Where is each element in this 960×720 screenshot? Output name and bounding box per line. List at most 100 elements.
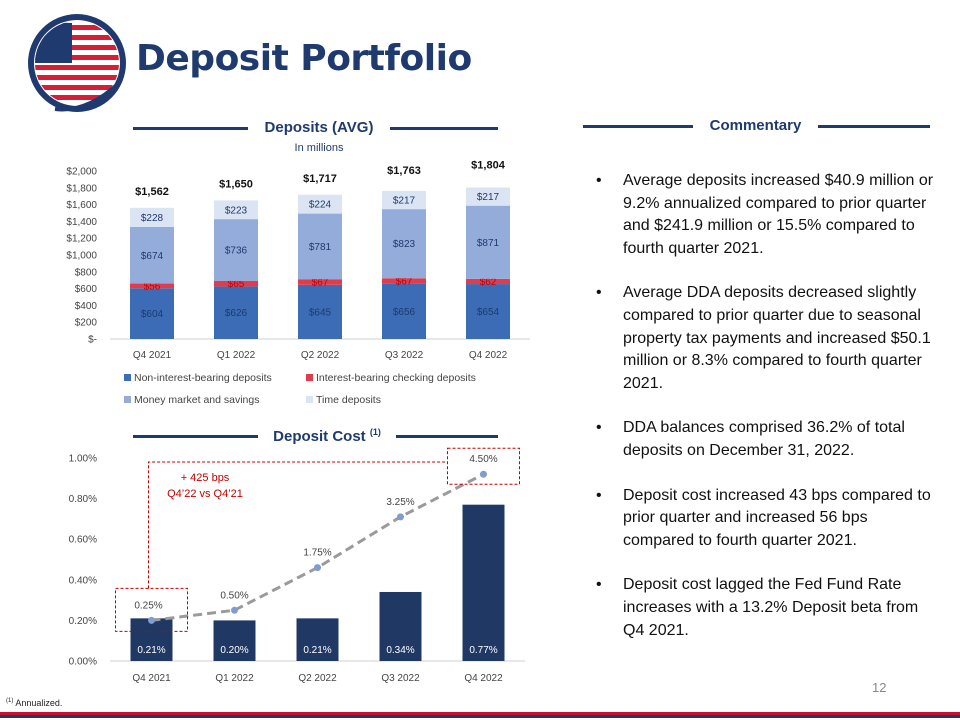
legend-label: Interest-bearing checking deposits [316,372,476,384]
bar-segment [466,205,510,279]
total-label: $1,562 [135,186,169,198]
data-label: $217 [393,196,416,207]
annotation-connector [148,461,448,589]
x-tick-label: Q2 2022 [301,350,340,361]
y-tick-label: $1,000 [66,251,97,262]
fed-rate-label: 3.25% [386,497,414,508]
y-tick-label: $800 [75,267,98,278]
y-tick-label: $1,800 [66,183,97,194]
commentary-rule-right [818,125,930,128]
y-tick-label: $1,400 [66,217,97,228]
data-label: $65 [228,279,245,290]
y-tick-label: $600 [75,284,98,295]
data-label: $217 [477,192,500,203]
page-title: Deposit Portfolio [136,38,472,79]
commentary-bullet: Average deposits increased $40.9 million… [596,170,941,260]
data-label: $62 [480,277,497,288]
annotation-box-start [115,587,188,632]
data-label: $67 [396,277,413,288]
cost-bar [130,618,173,661]
annotation-line1: + 425 bps [181,472,230,484]
y-tick-label: $200 [75,318,98,329]
fed-rate-point [148,616,155,624]
y-tick-label: $1,200 [66,234,97,245]
fed-rate-point [397,513,404,521]
data-label: $645 [309,307,332,318]
fed-rate-label: 1.75% [303,548,331,559]
bar-segment [130,207,174,227]
data-label: $823 [393,239,416,250]
fed-rate-point [314,564,321,572]
bar-segment [382,278,426,284]
bar-segment [214,200,258,220]
annotation-line2: Q4’22 vs Q4’21 [167,488,243,500]
y-tick-label: $400 [75,301,98,312]
x-tick-label: Q3 2022 [381,673,420,684]
legend-label: Money market and savings [134,394,259,406]
deposits-chart-subtitle: In millions [294,142,344,154]
bar-segment [130,226,174,284]
total-label: $1,804 [471,159,506,171]
bar-segment [382,190,426,210]
commentary-bullet: Deposit cost lagged the Fed Fund Rate in… [596,574,941,642]
page-number: 12 [872,680,887,695]
cost-chart-title: Deposit Cost (1) [258,427,396,445]
y-tick-label: $1,600 [66,200,97,211]
bar-segment [298,213,342,280]
bar-segment [214,280,258,287]
bar-segment [382,209,426,279]
data-label: $781 [309,242,332,253]
fed-rate-label: 0.50% [220,590,248,601]
footnote-marker: (1) [6,698,14,704]
section-rule-left [133,127,248,130]
cost-rule-left [133,435,258,438]
bar-segment [466,187,510,206]
annotation-box-end [447,447,520,485]
fed-rate-line [151,472,485,622]
footnote: (1) Annualized. [6,698,62,708]
legend-swatch [124,374,131,381]
y-tick-label: 0.20% [69,616,97,627]
data-label: $736 [225,246,248,257]
commentary-bullet: Deposit cost increased 43 bps compared t… [596,485,941,553]
cost-bar [379,591,422,661]
legend-swatch [306,396,313,403]
bar-segment [298,284,342,339]
x-tick-label: Q3 2022 [385,350,424,361]
footer-rule-red [0,712,960,715]
fed-rate-label: 4.50% [469,454,497,465]
fed-rate-point [231,606,238,614]
legend-swatch [306,374,313,381]
total-label: $1,717 [303,173,337,185]
total-label: $1,763 [387,165,421,177]
legend-swatch [124,396,131,403]
section-rule-right [390,127,498,130]
data-label: $654 [477,307,500,318]
cost-title-sup: (1) [369,427,381,437]
company-logo [28,14,126,112]
commentary-bullet: Average DDA deposits decreased slightly … [596,282,941,395]
deposits-chart-title: Deposits (AVG) [264,119,374,136]
bar-segment [214,286,258,339]
bar-segment [130,283,174,289]
footnote-text: Annualized. [15,698,63,708]
data-label: $67 [312,278,329,289]
cost-bar-label: 0.77% [469,645,497,656]
y-tick-label: $- [88,335,97,346]
commentary-rule-left [583,125,693,128]
x-tick-label: Q4 2021 [133,350,172,361]
commentary-list: Average deposits increased $40.9 million… [596,170,941,664]
cost-bar [462,504,505,661]
x-tick-label: Q1 2022 [215,673,254,684]
bar-segment [298,279,342,285]
data-label: $224 [309,200,332,211]
x-tick-label: Q2 2022 [298,673,337,684]
commentary-heading: Commentary [709,117,802,134]
cost-title-text: Deposit Cost [273,428,366,445]
cost-bar-label: 0.20% [220,645,248,656]
x-tick-label: Q4 2021 [132,673,171,684]
cost-bar-label: 0.21% [137,645,165,656]
x-tick-label: Q4 2022 [469,350,508,361]
cost-rule-right [396,435,498,438]
y-tick-label: 1.00% [69,454,97,465]
